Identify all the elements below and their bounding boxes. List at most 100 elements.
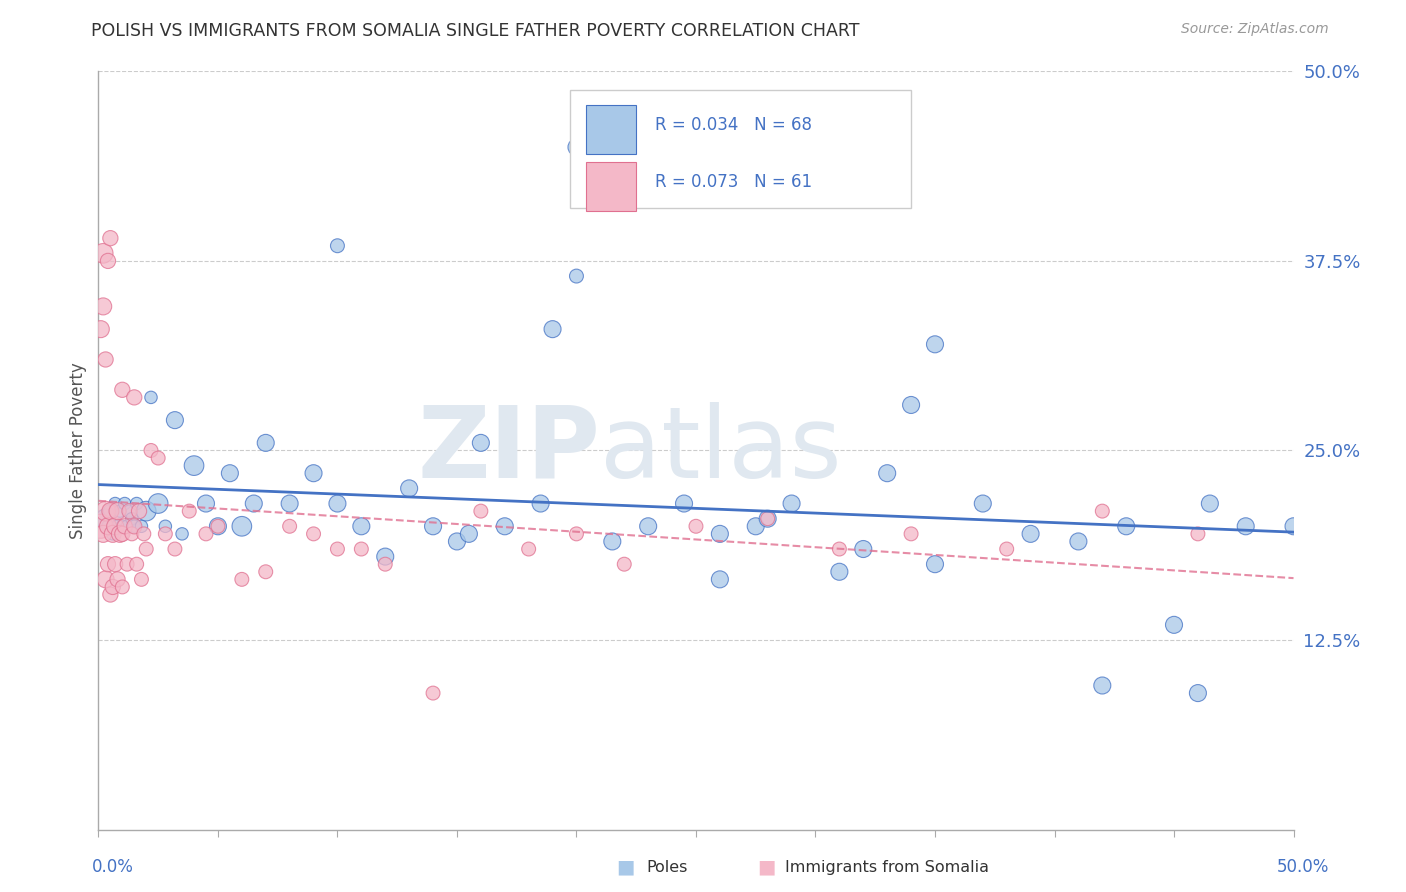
Point [101,526,124,541]
Point [924,337,946,351]
Point [422,686,444,700]
Point [494,519,516,533]
Point [179,504,201,518]
Point [254,436,277,450]
Point [350,519,373,533]
Point [374,557,396,572]
Point [231,519,253,533]
Point [302,467,325,481]
Text: Poles: Poles [647,860,688,874]
Point [326,238,349,253]
Point [900,526,922,541]
Point [995,542,1018,557]
Point [458,526,481,541]
Point [1019,526,1042,541]
Point [1163,617,1185,632]
Point [139,443,162,458]
Point [124,519,146,533]
Point [374,549,396,564]
Point [207,519,229,533]
Point [326,496,349,510]
Point [1199,496,1222,510]
Point [565,526,588,541]
Point [107,573,129,587]
Text: POLISH VS IMMIGRANTS FROM SOMALIA SINGLE FATHER POVERTY CORRELATION CHART: POLISH VS IMMIGRANTS FROM SOMALIA SINGLE… [91,22,860,40]
Point [195,526,218,541]
Point [231,573,253,587]
Point [470,504,492,518]
Point [104,557,127,572]
Point [745,519,768,533]
Point [422,519,444,533]
Point [131,573,153,587]
Point [1282,519,1305,533]
Point [398,482,420,496]
Point [98,588,122,602]
Text: atlas: atlas [600,402,842,499]
Point [1187,526,1209,541]
Point [1091,504,1114,518]
Point [924,557,946,572]
Point [163,413,186,427]
Text: 0.0%: 0.0% [91,858,134,876]
Point [128,504,150,518]
FancyBboxPatch shape [586,105,637,154]
Point [97,519,120,533]
Point [852,542,875,557]
Point [278,496,301,510]
Point [254,565,277,579]
Point [1234,519,1257,533]
Point [446,534,468,549]
Point [114,496,136,510]
Point [121,512,143,526]
Point [111,519,134,533]
Point [163,542,186,557]
Point [709,573,731,587]
FancyBboxPatch shape [571,90,911,208]
Point [91,300,114,314]
Point [900,398,922,412]
Point [326,542,349,557]
Point [148,496,170,510]
Point [637,519,659,533]
Point [780,496,803,510]
Point [131,519,153,533]
Text: R = 0.073   N = 61: R = 0.073 N = 61 [655,173,813,191]
Point [613,557,636,572]
Point [756,512,779,526]
Point [115,519,138,533]
Point [91,246,114,260]
Point [94,573,117,587]
Point [90,519,112,533]
Point [97,557,120,572]
Point [124,391,146,405]
Point [101,526,124,541]
Point [148,451,170,466]
Point [673,496,696,510]
Point [101,580,124,594]
Point [97,519,120,533]
Point [97,253,120,268]
Point [107,504,129,518]
Point [602,534,624,549]
Point [685,519,707,533]
Point [243,496,266,510]
Point [115,557,138,572]
Point [125,496,148,510]
Point [530,496,553,510]
Point [565,269,588,284]
Point [1091,678,1114,692]
Point [517,542,540,557]
Point [155,519,177,533]
Text: R = 0.034   N = 68: R = 0.034 N = 68 [655,116,813,134]
Point [124,519,146,533]
Point [756,512,779,526]
Point [98,504,122,518]
Point [1067,534,1090,549]
Text: Immigrants from Somalia: Immigrants from Somalia [785,860,988,874]
Text: 50.0%: 50.0% [1277,858,1329,876]
Point [470,436,492,450]
Point [207,519,229,533]
Point [94,512,117,526]
Point [90,322,112,336]
